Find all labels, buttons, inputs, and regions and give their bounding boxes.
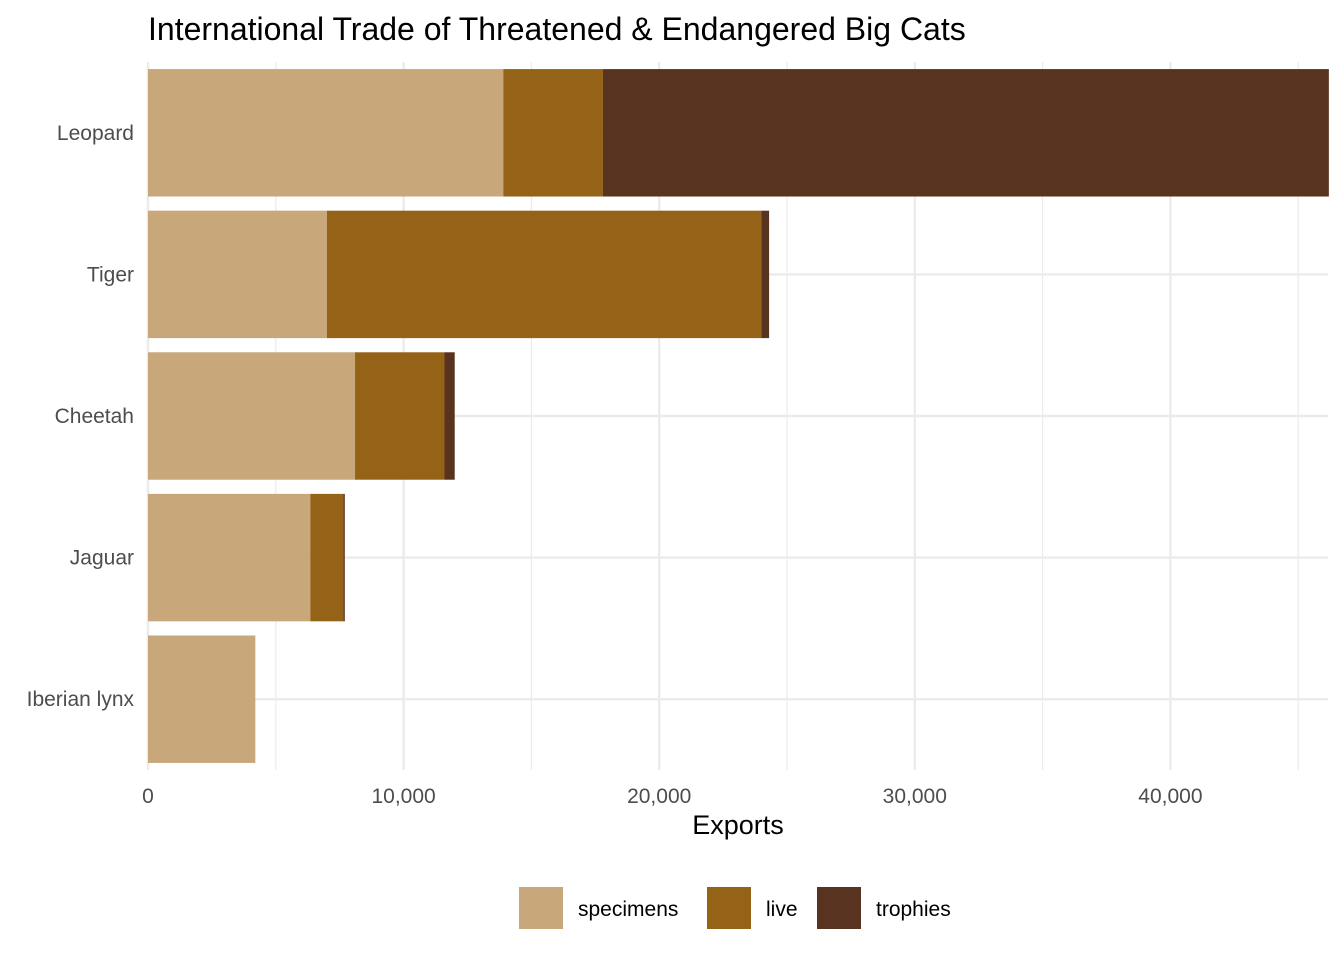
bar-tiger-trophies — [761, 210, 770, 339]
legend-label-trophies: trophies — [876, 898, 951, 921]
bar-leopard-specimens — [148, 69, 504, 197]
bar-tiger-specimens — [148, 210, 327, 339]
x-tick-label: 20,000 — [627, 785, 691, 808]
bar-cheetah-trophies — [444, 352, 455, 480]
y-tick-label: Tiger — [87, 263, 134, 286]
legend-key-live — [707, 887, 751, 929]
y-tick-label: Leopard — [57, 122, 134, 145]
bar-leopard-live — [503, 69, 603, 197]
x-tick-label: 30,000 — [883, 785, 947, 808]
legend-label-specimens: specimens — [578, 898, 678, 921]
y-axis-tick-labels: Leopard Tiger Cheetah Jaguar Iberian lynx — [27, 122, 135, 711]
bar-cheetah-live — [355, 352, 445, 480]
legend-key-specimens — [519, 887, 563, 929]
chart-title: International Trade of Threatened & Enda… — [148, 11, 966, 47]
x-tick-label: 10,000 — [371, 785, 435, 808]
x-tick-label: 40,000 — [1138, 785, 1202, 808]
bar-iberian-lynx-specimens — [148, 635, 256, 763]
bar-jaguar-live — [310, 493, 344, 622]
legend-label-live: live — [766, 898, 798, 921]
y-tick-label: Iberian lynx — [27, 688, 135, 711]
legend-key-trophies — [817, 887, 861, 929]
bar-jaguar-specimens — [148, 493, 311, 622]
legend: specimens live trophies — [519, 887, 951, 929]
bar-tiger-live — [326, 210, 762, 339]
bars — [148, 69, 1329, 763]
y-tick-label: Jaguar — [70, 547, 134, 570]
bar-cheetah-specimens — [148, 352, 356, 480]
bar-leopard-trophies — [602, 69, 1329, 197]
bar-jaguar-trophies — [343, 493, 345, 622]
x-axis-title: Exports — [692, 810, 784, 840]
x-tick-label: 0 — [142, 785, 154, 808]
y-tick-label: Cheetah — [55, 405, 134, 428]
x-axis-tick-labels: 0 10,000 20,000 30,000 40,000 — [142, 785, 1202, 808]
